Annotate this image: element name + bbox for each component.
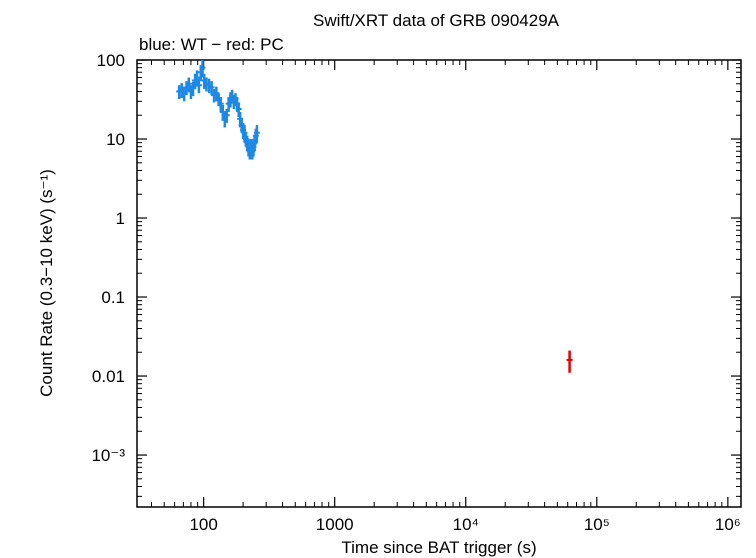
- x-tick-label: 100: [189, 515, 217, 534]
- y-tick-label: 100: [97, 51, 125, 70]
- x-tick-label: 10⁵: [584, 515, 610, 534]
- x-axis-label: Time since BAT trigger (s): [341, 538, 536, 557]
- x-tick-label: 1000: [316, 515, 354, 534]
- chart-title: Swift/XRT data of GRB 090429A: [313, 11, 560, 30]
- y-tick-label: 10: [106, 130, 125, 149]
- y-tick-label: 10⁻³: [91, 446, 125, 465]
- y-axis-label: Count Rate (0.3−10 keV) (s⁻¹): [37, 169, 56, 397]
- y-tick-label: 1: [116, 209, 125, 228]
- y-tick-label: 0.1: [101, 288, 125, 307]
- x-tick-label: 10⁴: [453, 515, 479, 534]
- plot-frame: [136, 59, 742, 508]
- x-tick-label: 10⁶: [715, 515, 741, 534]
- y-tick-label: 0.01: [92, 367, 125, 386]
- chart-subtitle: blue: WT − red: PC: [139, 35, 284, 54]
